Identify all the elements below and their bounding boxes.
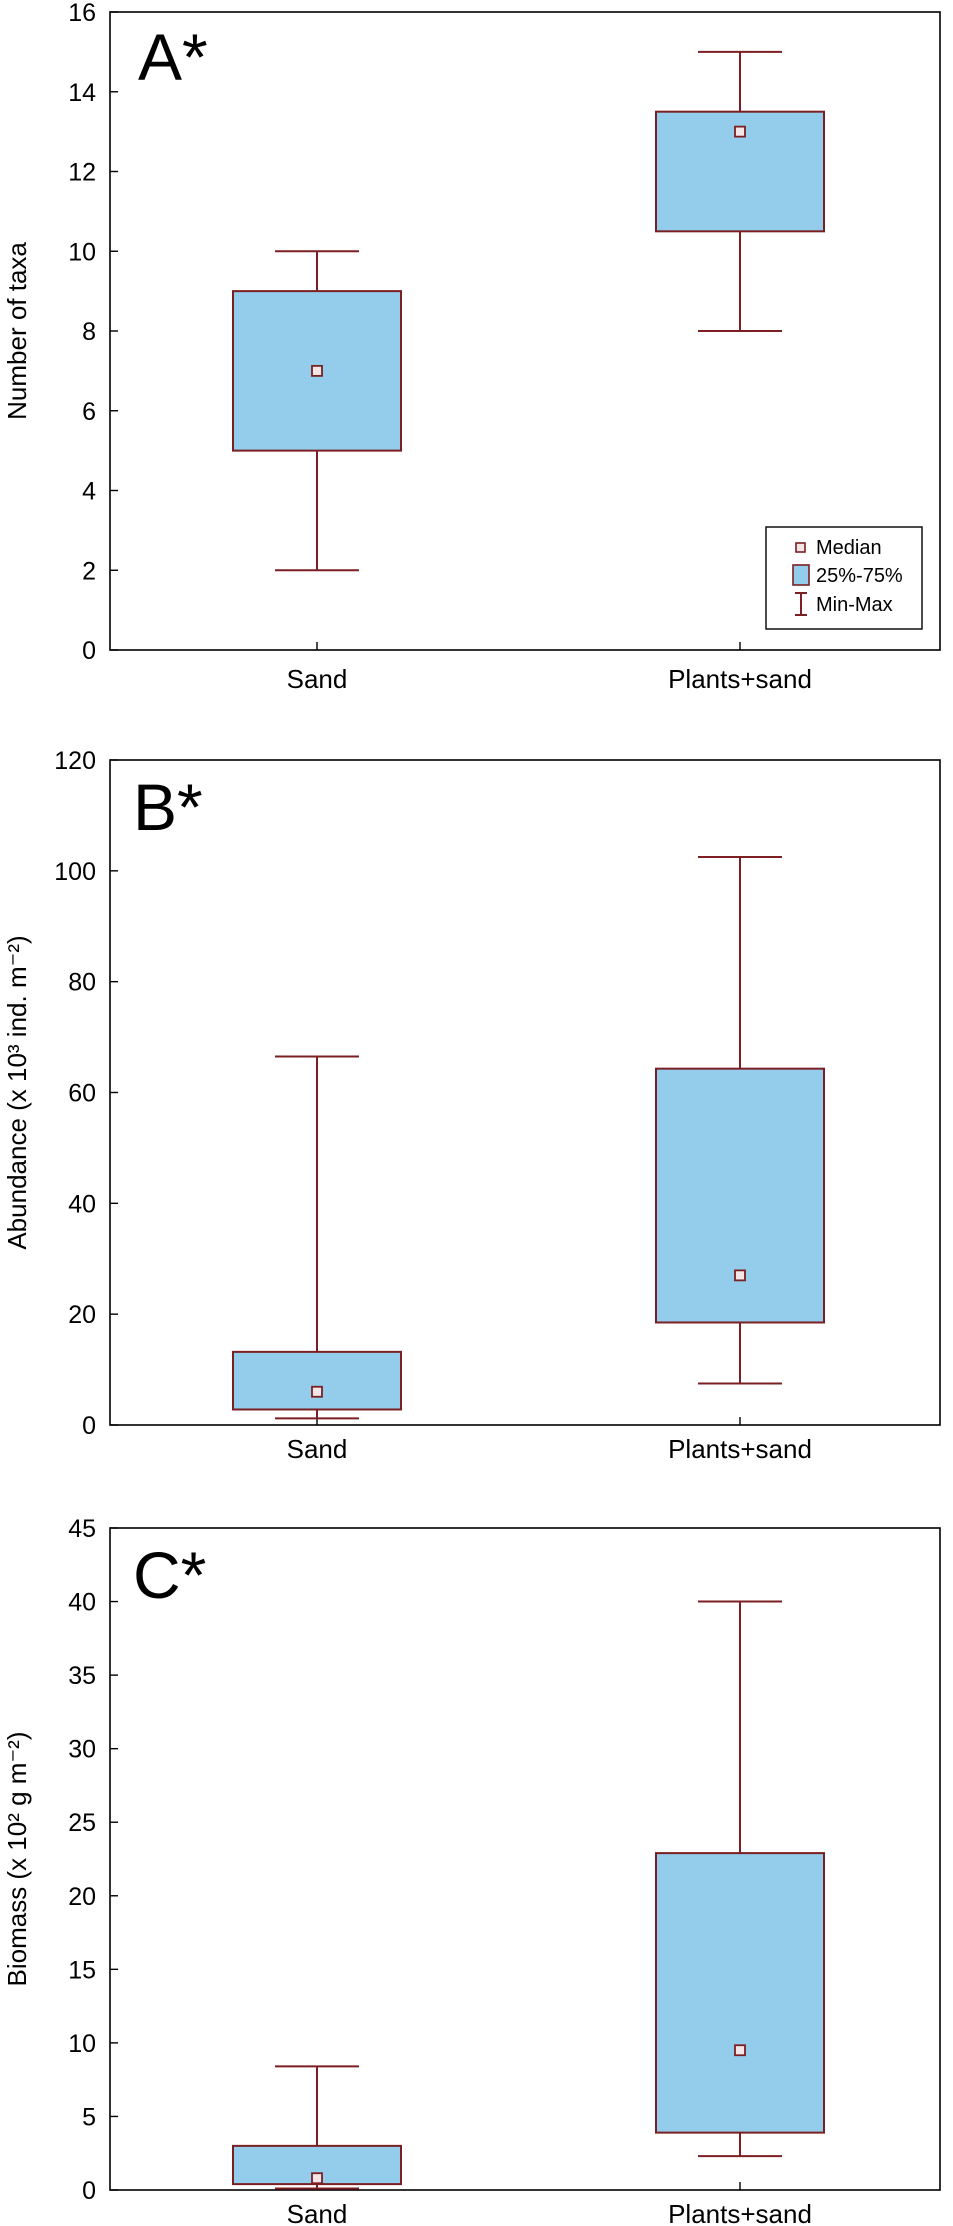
y-tick-label: 8 [82,318,96,346]
y-tick-label: 0 [82,637,96,665]
legend-iqr-icon [792,564,810,586]
y-tick-label: 15 [68,1956,96,1984]
y-tick-label: 120 [54,747,96,775]
plot-frame [109,1527,941,2191]
iqr-box [655,1852,825,2134]
x-category-label: Sand [287,664,348,694]
box-plants-sand [655,1600,825,2158]
legend-frame [765,526,923,630]
x-category-label: Plants+sand [668,664,812,694]
y-axis-label: Biomass (x 10² g m⁻²) [2,1732,32,1987]
y-tick-label: 10 [68,2030,96,2058]
chart-panel-3: 0 5 10 15 20 25 30 35 40 45 Sand Plants+sand Biomass… [2,1515,941,2226]
y-tick-label: 0 [82,1412,96,1440]
y-tick-label: 2 [82,557,96,585]
panel-label: A* [138,20,208,94]
y-tick-label: 45 [68,1515,96,1543]
iqr-box [655,110,825,233]
y-tick-label: 14 [68,79,96,107]
y-tick-label: 30 [68,1736,96,1764]
y-tick-label: 60 [68,1080,96,1108]
x-category-label: Plants+sand [668,1434,812,1464]
panel-label: C* [133,1538,206,1612]
y-axis-label: Number of taxa [2,242,32,420]
y-tick-label: 16 [68,0,96,27]
y-tick-label: 0 [82,2177,96,2205]
chart-panel-1: 0 2 4 6 8 10 12 14 16 Sand Plants+sand Number of ta… [2,0,941,694]
y-tick-label: 40 [68,1190,96,1218]
y-tick-label: 10 [68,238,96,266]
legend-median-icon [795,542,806,553]
chart-panel-2: 0 20 40 60 80 100 120 Sand Plants+sand Abundance … [2,747,941,1464]
box-sand [232,250,402,572]
iqr-box [655,1067,825,1324]
y-tick-label: 20 [68,1301,96,1329]
legend-iqr-label: 25%-75% [816,565,903,587]
legend-median-label: Median [816,537,882,559]
box-sand [232,1055,402,1420]
legend: Median 25%-75% Min-Max [765,526,923,630]
y-tick-label: 25 [68,1809,96,1837]
y-tick-label: 4 [82,478,96,506]
panel-label: B* [133,770,203,844]
y-tick-label: 40 [68,1589,96,1617]
median-marker [311,364,323,377]
median-marker [734,2044,746,2057]
y-tick-label: 12 [68,159,96,187]
legend-range-label: Min-Max [816,594,893,616]
y-tick-label: 100 [54,858,96,886]
box-plants-sand [655,50,825,332]
x-category-label: Sand [287,1434,348,1464]
y-tick-label: 80 [68,969,96,997]
y-tick-label: 5 [82,2103,96,2131]
box-sand [232,2065,402,2190]
y-tick-label: 20 [68,1883,96,1911]
y-tick-label: 35 [68,1662,96,1690]
median-marker [734,125,746,138]
x-category-label: Sand [287,2199,348,2226]
median-marker [311,2172,323,2185]
y-tick-label: 6 [82,398,96,426]
median-marker [734,1269,746,1282]
box-plants-sand [655,855,825,1385]
x-category-label: Plants+sand [668,2199,812,2226]
y-axis-label: Abundance (x 10³ ind. m⁻²) [2,935,32,1249]
median-marker [311,1385,323,1398]
iqr-box [232,1350,402,1411]
